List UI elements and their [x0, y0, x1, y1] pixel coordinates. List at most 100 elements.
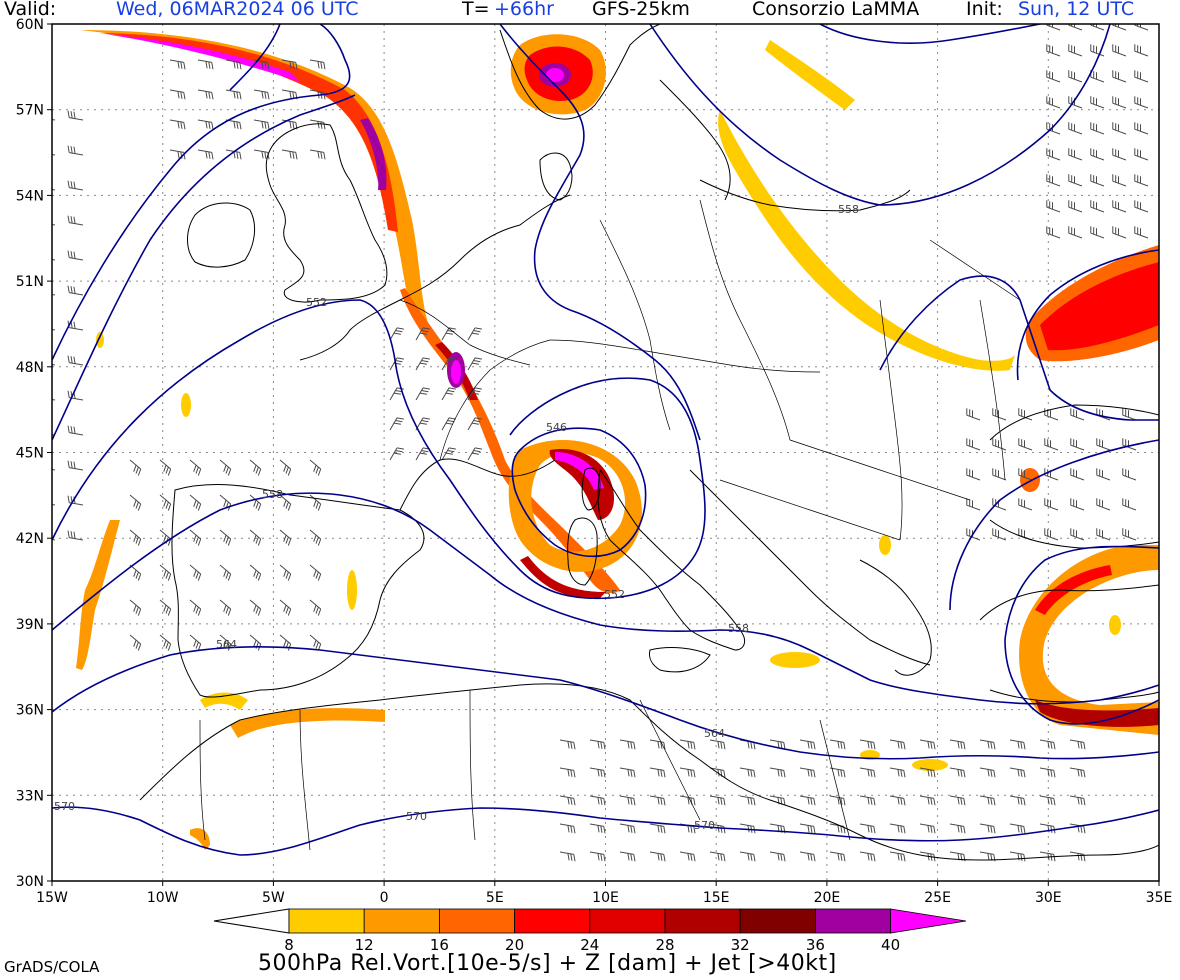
vorticity-shading [76, 30, 1159, 850]
wind-barb [253, 149, 270, 160]
wind-barb [1096, 468, 1111, 481]
contour-552 [52, 299, 706, 600]
wind-barb [225, 59, 242, 70]
colorbar-high-extend [890, 908, 967, 934]
wind-barb [799, 851, 816, 862]
wind-barb [67, 215, 84, 226]
wind-barb [889, 739, 906, 750]
wind-barb [649, 851, 666, 862]
wind-barb [1069, 767, 1086, 778]
wind-barb [415, 357, 430, 371]
wind-barb [919, 767, 936, 778]
wind-barb [219, 599, 232, 616]
wind-barb [769, 823, 786, 834]
wind-barb [129, 634, 142, 651]
wind-barb [1018, 408, 1033, 421]
wind-barb [859, 851, 876, 862]
contour-label: 558 [262, 488, 283, 501]
latitude-label: 39N [16, 617, 44, 633]
wind-barb [67, 180, 84, 191]
wind-barb [1122, 498, 1137, 511]
wind-barb [829, 767, 846, 778]
latitude-label: 30N [16, 874, 44, 890]
wind-barb [415, 417, 430, 431]
wind-barb [129, 494, 142, 511]
wind-barb [1046, 200, 1061, 213]
wind-barb [949, 767, 966, 778]
wind-barb [649, 795, 666, 806]
wind-barb [1122, 528, 1137, 541]
wind-barb [219, 459, 232, 476]
longitude-label: 0 [380, 890, 389, 906]
init-value: Sun, 12 UTC [1018, 0, 1135, 20]
contour-label: 558 [838, 203, 859, 216]
colorbar-tick-label: 24 [580, 936, 599, 954]
latitude-label: 48N [16, 360, 44, 376]
wind-barb [1134, 122, 1149, 135]
wind-barb [829, 739, 846, 750]
wind-barb [281, 119, 298, 130]
wind-barb [829, 795, 846, 806]
vorticity-band-east [718, 110, 1015, 371]
wind-barb [966, 438, 981, 451]
contour-558-central [569, 309, 701, 441]
wind-barb [966, 468, 981, 481]
wind-barb [309, 149, 326, 160]
wind-barb [992, 498, 1007, 511]
wind-barb [1069, 823, 1086, 834]
wind-barb [1046, 24, 1061, 31]
wind-barb [279, 494, 292, 511]
wind-barb [1112, 174, 1127, 187]
wind-barb [799, 795, 816, 806]
wind-barb [309, 119, 326, 130]
vorticity-cyclone-ring [508, 440, 642, 572]
wind-barb [1068, 200, 1083, 213]
wind-barb [249, 599, 262, 616]
wind-barb [1068, 148, 1083, 161]
wind-barb [589, 823, 606, 834]
contour-east-low [949, 249, 1159, 611]
wind-barb [679, 767, 696, 778]
wind-barb [219, 564, 232, 581]
coast-sardinia [567, 517, 598, 586]
wind-barb [739, 851, 756, 862]
wind-barb [129, 459, 142, 476]
wind-barb [309, 599, 322, 616]
wind-barb [679, 739, 696, 750]
wind-barb [1018, 438, 1033, 451]
colorbar-tick-label: 40 [881, 936, 900, 954]
wind-barb [169, 149, 186, 160]
wind-barb [281, 59, 298, 70]
wind-barb [1046, 96, 1061, 109]
model-name: GFS-25km [592, 0, 690, 20]
wind-barb [1070, 528, 1085, 541]
contour-558-mid [52, 492, 1159, 705]
coast-greece [859, 559, 932, 676]
wind-barb [169, 89, 186, 100]
wind-barb [159, 494, 172, 511]
wind-barb [1068, 70, 1083, 83]
colorbar-swatch [739, 908, 816, 934]
wind-barb [1134, 226, 1149, 239]
wind-barb [799, 823, 816, 834]
map-canvas [52, 24, 1159, 881]
wind-barb [1134, 44, 1149, 57]
wind-barb [559, 823, 576, 834]
wind-barb [1039, 767, 1056, 778]
wind-barb [619, 767, 636, 778]
contour-labels: 552 546 558 552 558 564 558 564 570 570 … [54, 203, 859, 832]
wind-barb [1070, 408, 1085, 421]
wind-barb [279, 564, 292, 581]
wind-barb [309, 529, 322, 546]
wind-barb [919, 823, 936, 834]
wind-barb [1112, 148, 1127, 161]
wind-barb [1068, 96, 1083, 109]
wind-barb [249, 529, 262, 546]
wind-barb [467, 357, 482, 371]
wind-barb [253, 119, 270, 130]
wind-barb [739, 795, 756, 806]
vorticity-band-atlantic-core [100, 33, 398, 232]
valid-value: Wed, 06MAR2024 06 UTC [116, 0, 359, 20]
wind-barb [559, 767, 576, 778]
wind-barb [1068, 44, 1083, 57]
